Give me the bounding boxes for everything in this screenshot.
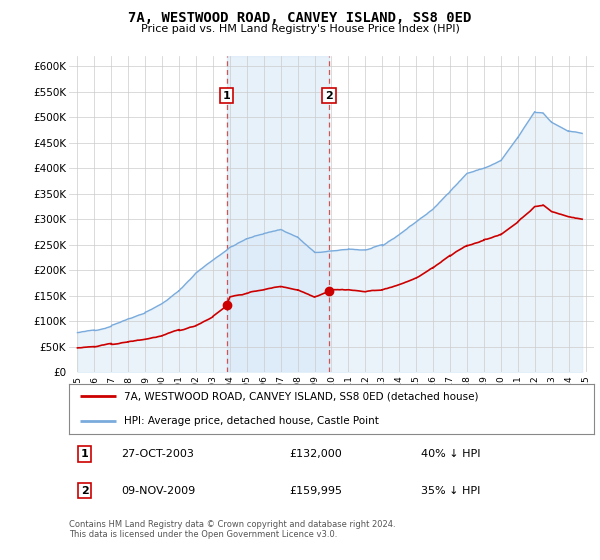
Text: 2: 2 bbox=[325, 91, 333, 101]
Text: 7A, WESTWOOD ROAD, CANVEY ISLAND, SS8 0ED: 7A, WESTWOOD ROAD, CANVEY ISLAND, SS8 0E… bbox=[128, 11, 472, 25]
Text: £132,000: £132,000 bbox=[290, 449, 342, 459]
Text: 35% ↓ HPI: 35% ↓ HPI bbox=[421, 486, 480, 496]
Text: Price paid vs. HM Land Registry's House Price Index (HPI): Price paid vs. HM Land Registry's House … bbox=[140, 24, 460, 34]
Text: 1: 1 bbox=[81, 449, 89, 459]
Text: 7A, WESTWOOD ROAD, CANVEY ISLAND, SS8 0ED (detached house): 7A, WESTWOOD ROAD, CANVEY ISLAND, SS8 0E… bbox=[124, 391, 479, 401]
Text: 2: 2 bbox=[81, 486, 89, 496]
Bar bbox=[227, 56, 329, 372]
Text: 09-NOV-2009: 09-NOV-2009 bbox=[121, 486, 196, 496]
Text: HPI: Average price, detached house, Castle Point: HPI: Average price, detached house, Cast… bbox=[124, 417, 379, 426]
Text: 27-OCT-2003: 27-OCT-2003 bbox=[121, 449, 194, 459]
Text: 1: 1 bbox=[223, 91, 231, 101]
Text: Contains HM Land Registry data © Crown copyright and database right 2024.
This d: Contains HM Land Registry data © Crown c… bbox=[69, 520, 395, 539]
Text: 40% ↓ HPI: 40% ↓ HPI bbox=[421, 449, 480, 459]
Text: £159,995: £159,995 bbox=[290, 486, 343, 496]
